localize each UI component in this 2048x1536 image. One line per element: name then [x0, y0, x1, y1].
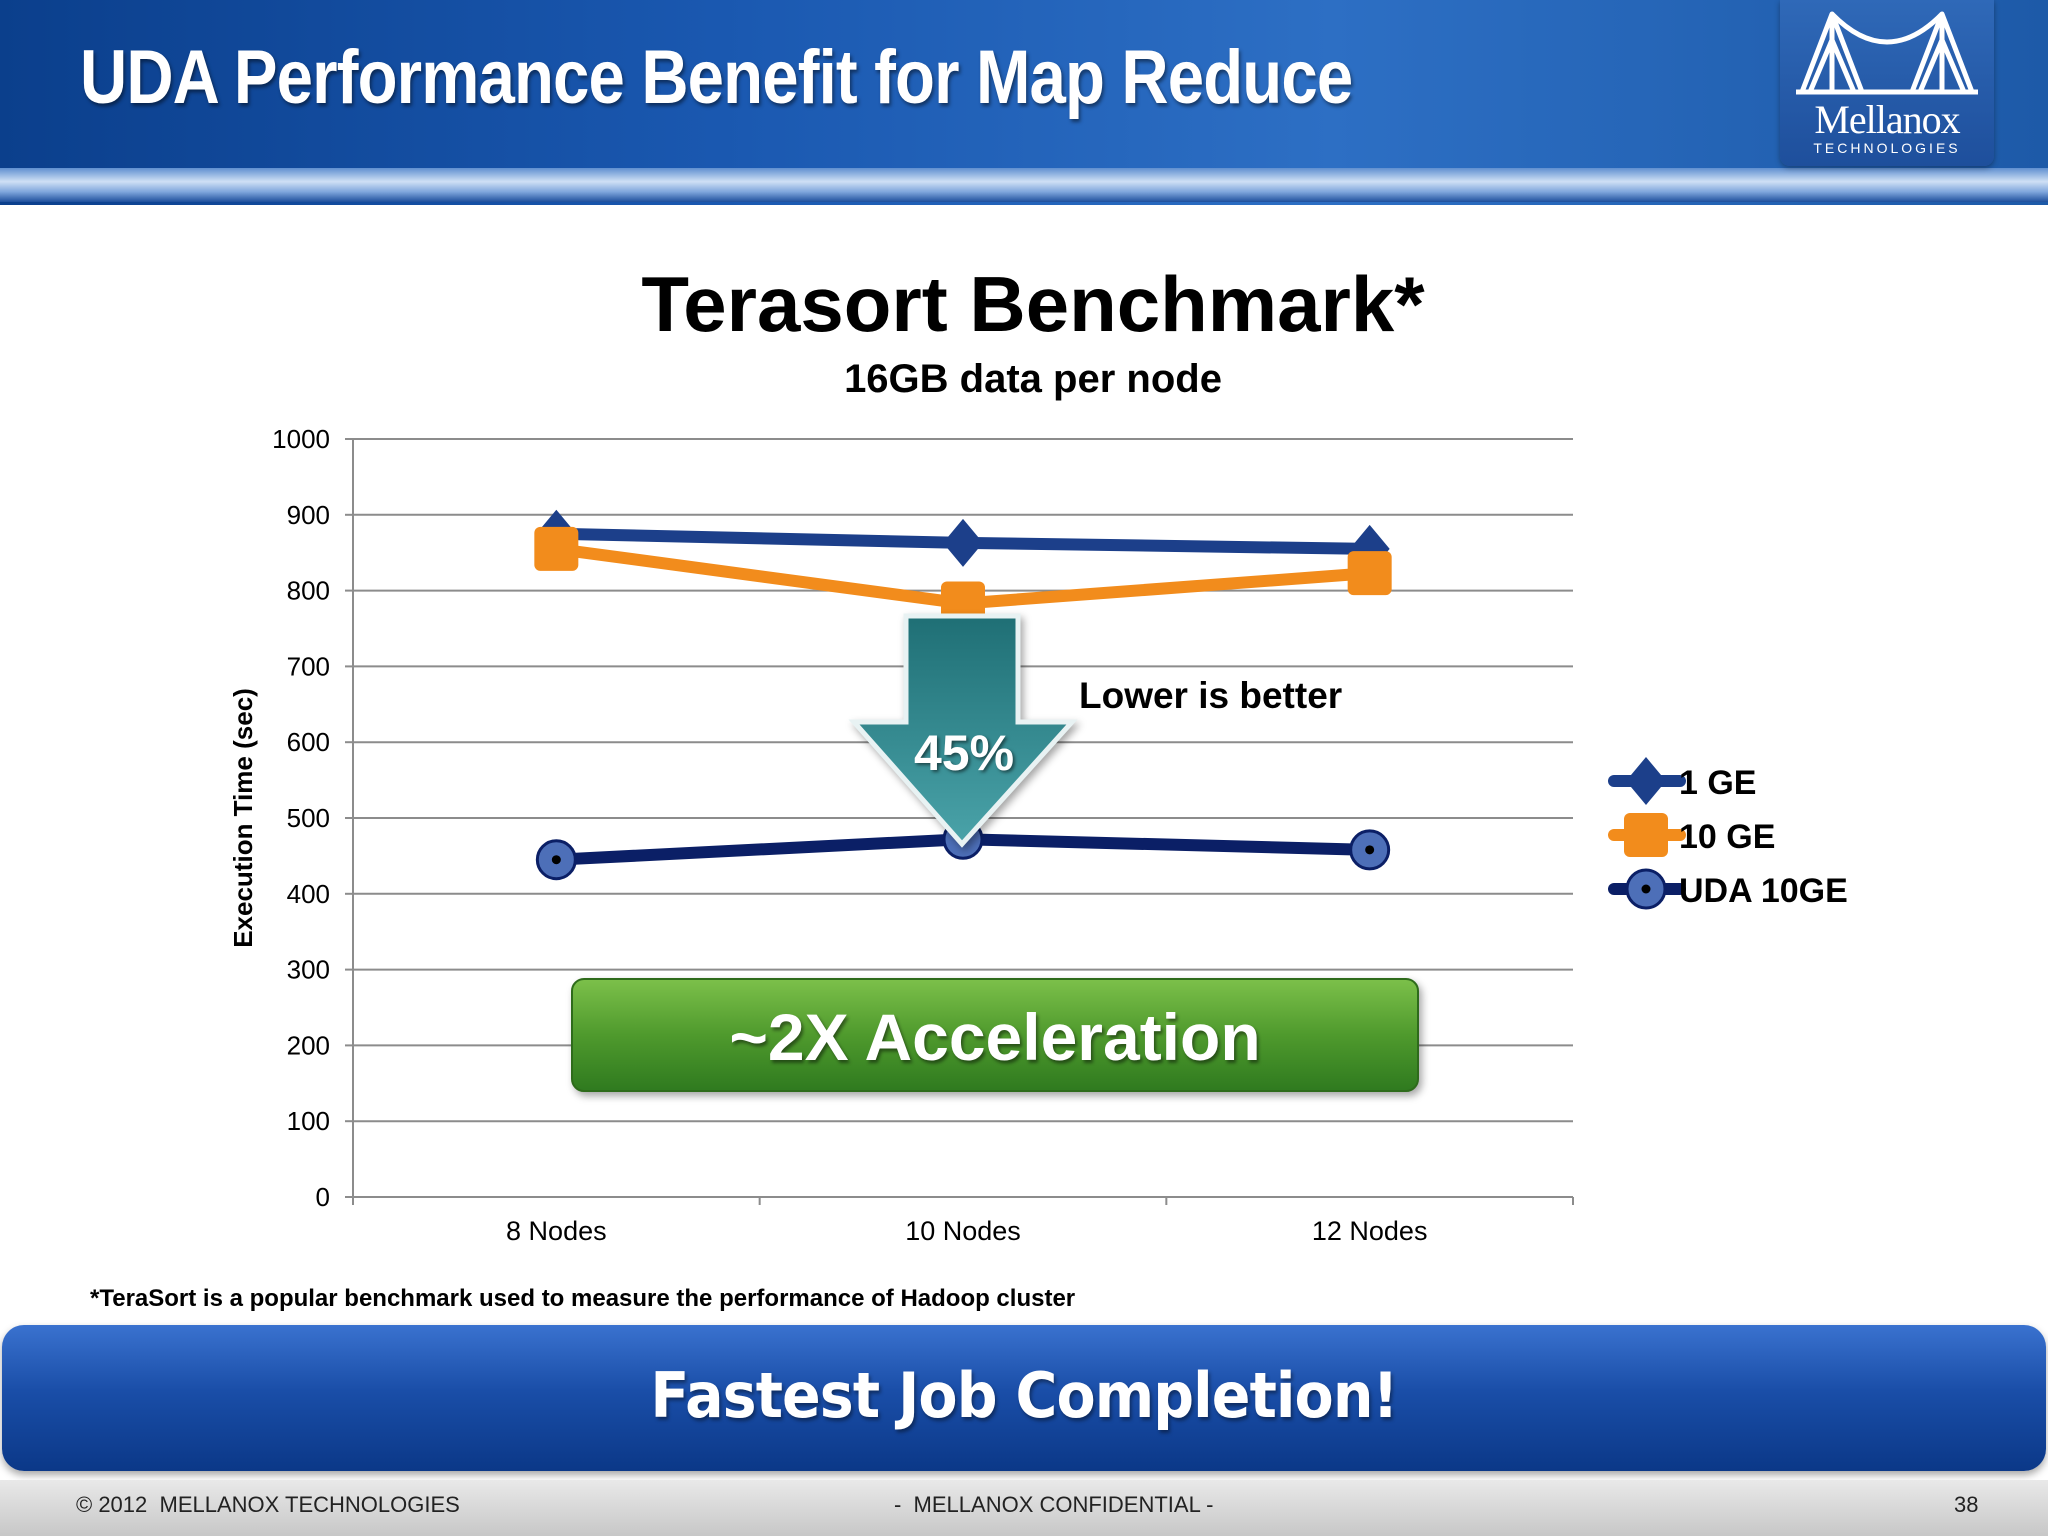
data-point-center — [551, 855, 561, 865]
bridge-logo-icon — [1796, 11, 1978, 95]
data-point — [1347, 551, 1392, 596]
y-tick-label: 100 — [287, 1106, 330, 1136]
y-tick-label: 1000 — [272, 424, 330, 454]
data-point-center — [1365, 845, 1375, 855]
x-tick-label: 8 Nodes — [506, 1216, 607, 1246]
y-tick-label: 300 — [287, 955, 330, 985]
acceleration-callout-label: ~2X Acceleration — [729, 1000, 1260, 1074]
slide-header: UDA Performance Benefit for Map Reduce M… — [0, 0, 2048, 205]
fastest-job-banner: Fastest Job Completion! — [2, 1325, 2046, 1471]
logo-subtitle: TECHNOLOGIES — [1813, 140, 1961, 156]
legend-label: 10 GE — [1679, 818, 1775, 856]
data-point — [534, 526, 579, 571]
y-tick-label: 500 — [287, 803, 330, 833]
logo-wordmark: Mellanox — [1814, 97, 1960, 142]
slide-footer: © 2012 MELLANOX TECHNOLOGIES - MELLANOX … — [0, 1480, 2048, 1536]
legend-marker-center — [1641, 884, 1651, 894]
chart-title: Terasort Benchmark* — [641, 260, 1425, 348]
y-tick-label: 400 — [287, 879, 330, 909]
chart-legend: 1 GE 10 GE UDA 10GE — [1608, 757, 1848, 910]
x-tick-label: 12 Nodes — [1312, 1216, 1428, 1246]
lower-is-better-note: Lower is better — [1079, 675, 1342, 716]
y-tick-label: 900 — [287, 500, 330, 530]
footer-confidential: - MELLANOX CONFIDENTIAL - — [894, 1492, 1214, 1517]
legend-marker — [1624, 813, 1668, 857]
x-tick-label: 10 Nodes — [905, 1216, 1021, 1246]
page-number: 38 — [1954, 1492, 1979, 1517]
legend-marker — [1626, 757, 1666, 805]
mellanox-logo: Mellanox TECHNOLOGIES — [1780, 0, 1994, 166]
slide-title: UDA Performance Benefit for Map Reduce — [80, 35, 1353, 120]
terasort-chart: Terasort Benchmark* 16GB data per node E… — [90, 260, 1848, 1312]
y-tick-label: 700 — [287, 651, 330, 681]
y-tick-label: 800 — [287, 576, 330, 606]
legend-label: 1 GE — [1679, 764, 1756, 802]
y-tick-label: 0 — [316, 1182, 330, 1212]
data-point — [943, 518, 983, 567]
banner-text: Fastest Job Completion! — [650, 1359, 1398, 1432]
chart-subtitle: 16GB data per node — [844, 357, 1222, 401]
y-axis-title: Execution Time (sec) — [228, 688, 258, 948]
y-tick-label: 200 — [287, 1030, 330, 1060]
legend-label: UDA 10GE — [1679, 872, 1848, 910]
footer-copyright: © 2012 MELLANOX TECHNOLOGIES — [76, 1492, 460, 1517]
reduction-percent-label: 45% — [914, 725, 1014, 781]
footnote: *TeraSort is a popular benchmark used to… — [90, 1285, 1075, 1312]
reduction-arrow: 45% — [848, 613, 1078, 848]
header-stripe — [0, 168, 2048, 202]
acceleration-callout: ~2X Acceleration — [571, 978, 1419, 1092]
y-tick-label: 600 — [287, 727, 330, 757]
